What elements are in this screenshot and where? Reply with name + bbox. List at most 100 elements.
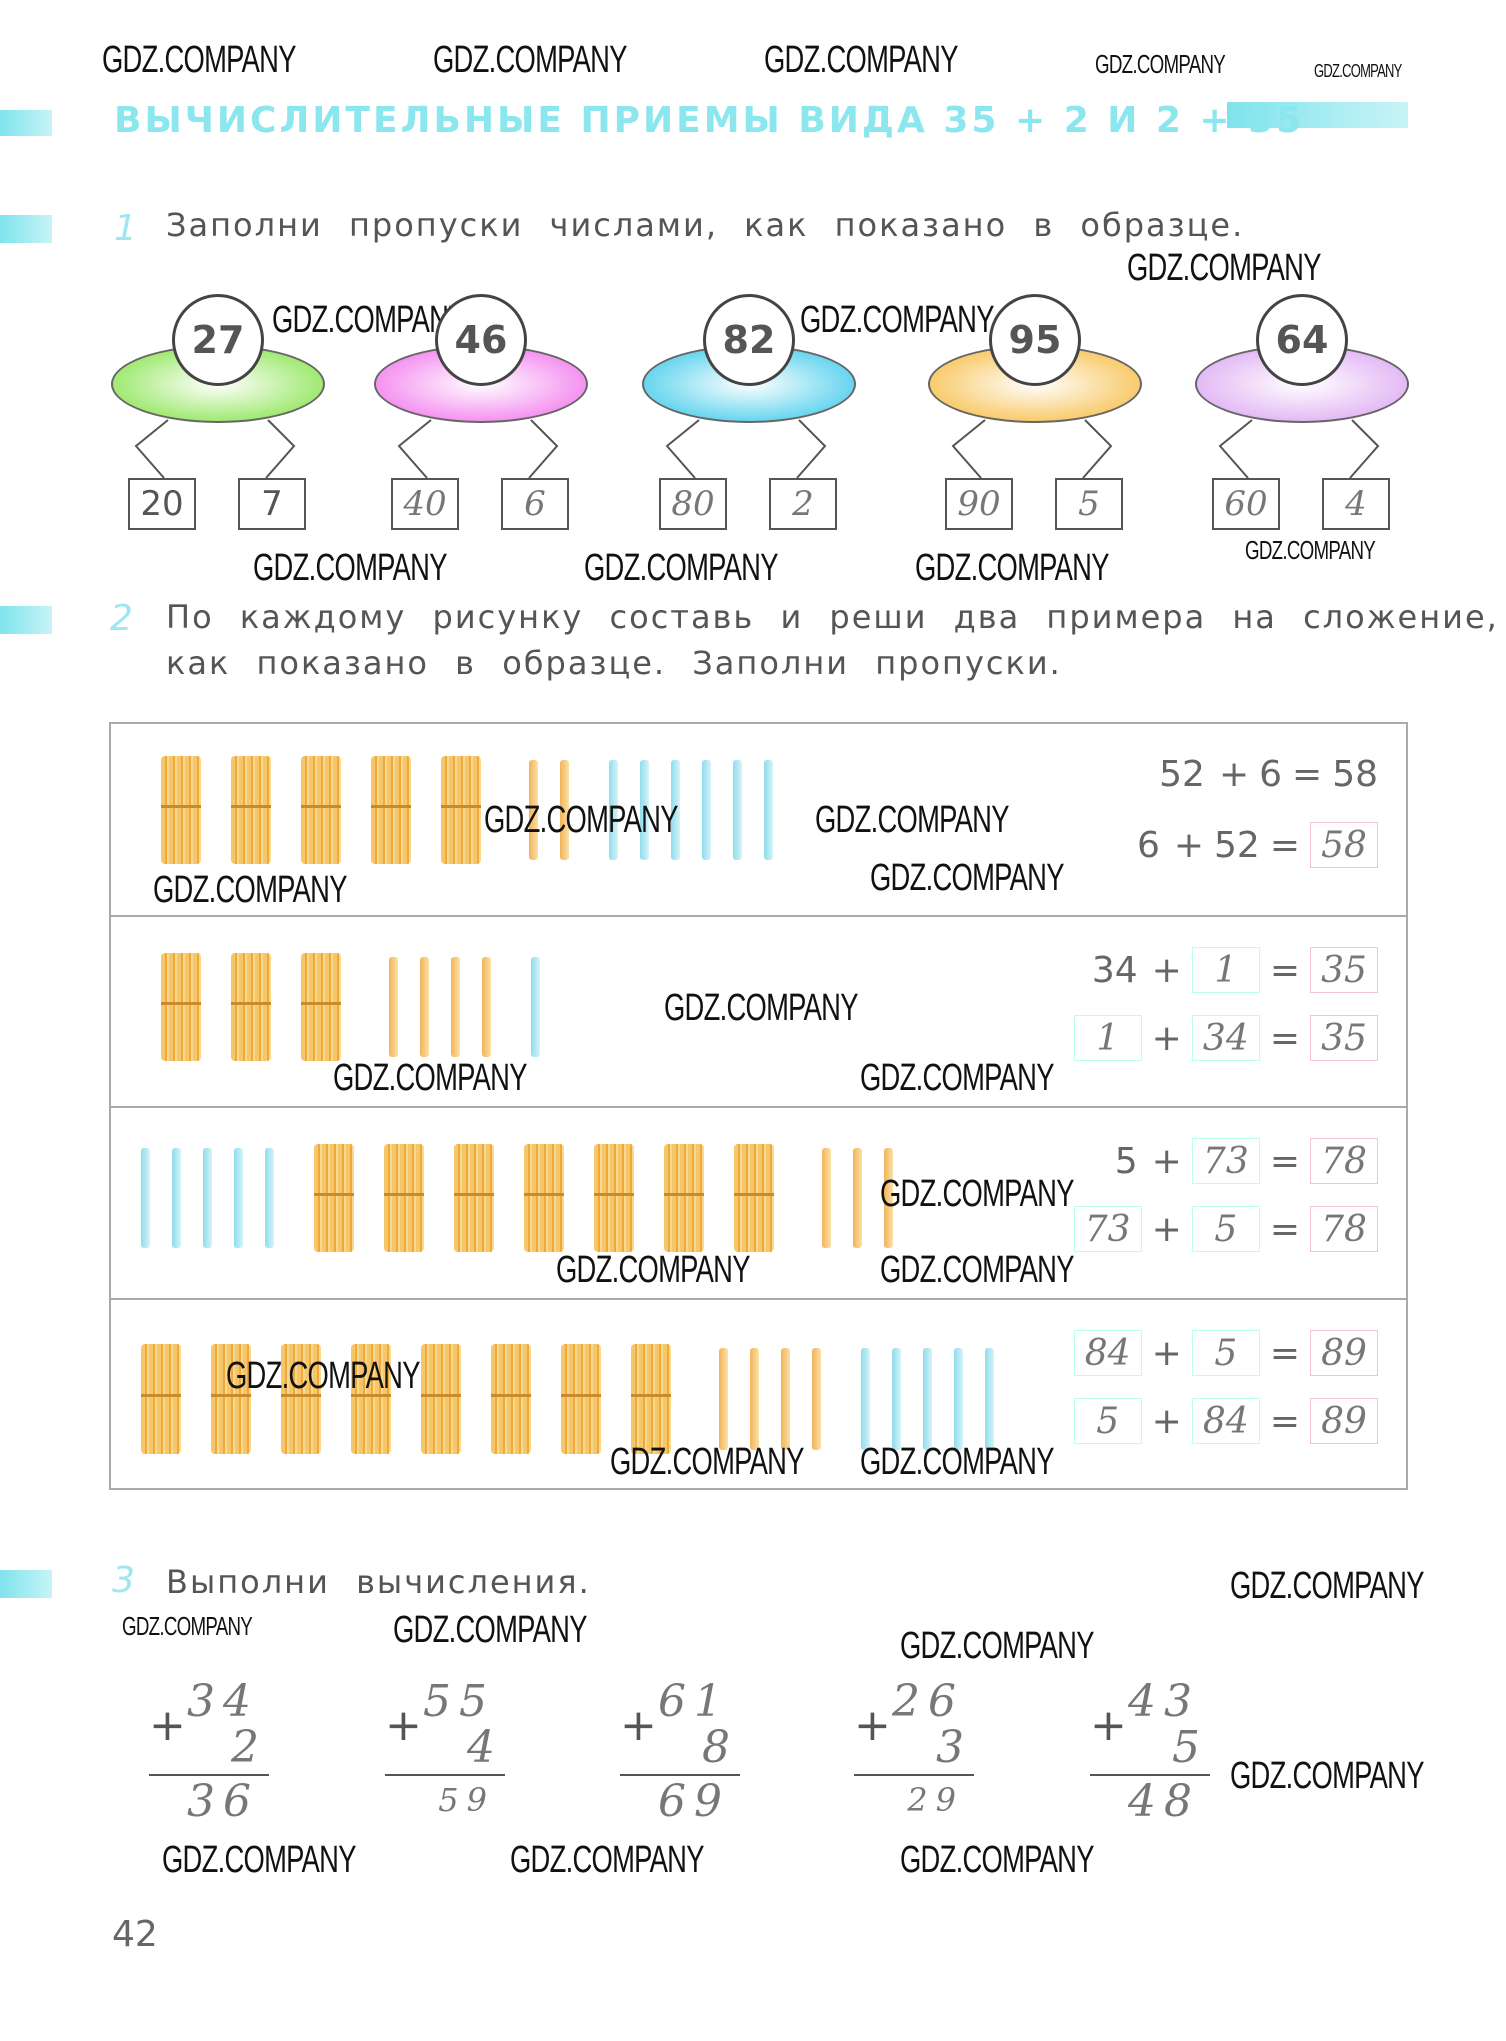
blue-stick xyxy=(141,1148,150,1248)
connector-lines xyxy=(397,419,559,479)
addend-b: 73 xyxy=(1191,1138,1260,1184)
connector-lines xyxy=(951,419,1113,479)
watermark: GDZ.COMPANY xyxy=(860,1441,1054,1483)
addend-b: 2 xyxy=(231,1722,259,1773)
orange-stick xyxy=(719,1348,728,1450)
sum: 59 xyxy=(438,1781,495,1819)
task3-marker xyxy=(0,1570,52,1598)
watermark: GDZ.COMPANY xyxy=(1127,247,1321,289)
column-sum: +55 4 59 xyxy=(385,1680,505,1826)
watermark: GDZ.COMPANY xyxy=(870,857,1064,899)
orange-stick xyxy=(822,1148,831,1248)
watermark: GDZ.COMPANY xyxy=(915,547,1109,589)
orange-stick xyxy=(812,1348,821,1450)
orange-stick xyxy=(389,957,398,1057)
stick-bundle xyxy=(441,756,481,864)
part-box: 2 xyxy=(769,478,837,530)
task1-marker xyxy=(0,215,52,243)
total-circle: 82 xyxy=(703,294,795,386)
stick-bundle xyxy=(384,1144,424,1252)
stick-bundle xyxy=(301,756,341,864)
table-row: 52 +6 = 58 6 +52 = 58 xyxy=(111,724,1406,917)
sum: 29 xyxy=(907,1781,964,1819)
blue-stick xyxy=(702,760,711,860)
stick-bundle xyxy=(161,756,201,864)
addend-b: 5 xyxy=(1191,1206,1260,1252)
addend-a: 5 xyxy=(1073,1398,1142,1444)
stick-bundle xyxy=(561,1344,601,1454)
addend-a: 84 xyxy=(1073,1330,1142,1376)
stick-bundle xyxy=(141,1344,181,1454)
orange-stick xyxy=(420,957,429,1057)
orange-stick xyxy=(482,957,491,1057)
watermark: GDZ.COMPANY xyxy=(333,1057,527,1099)
sum: 78 xyxy=(1310,1138,1378,1184)
equals-sign: = xyxy=(1269,1208,1300,1250)
addend-b: 34 xyxy=(1191,1015,1260,1061)
stick-bundle xyxy=(231,953,271,1061)
watermark: GDZ.COMPANY xyxy=(1095,49,1226,79)
addend-b: 84 xyxy=(1191,1398,1260,1444)
column-sum: +34 2 36 xyxy=(149,1680,269,1826)
sum: 35 xyxy=(1310,947,1378,993)
sum: 89 xyxy=(1310,1330,1378,1376)
task2-text-line2: как показано в образце. Заполни пропуски… xyxy=(166,644,1062,682)
watermark: GDZ.COMPANY xyxy=(484,799,678,841)
watermark: GDZ.COMPANY xyxy=(1245,535,1376,565)
sum-line xyxy=(1090,1774,1210,1776)
blue-stick xyxy=(609,760,618,860)
watermark: GDZ.COMPANY xyxy=(880,1249,1074,1291)
task3-text: Выполни вычисления. xyxy=(166,1563,591,1601)
watermark: GDZ.COMPANY xyxy=(1230,1565,1424,1607)
equation: 6 +52 = 58 xyxy=(1133,822,1378,868)
plus-sign: + xyxy=(1173,824,1205,866)
column-sum: +43 5 48 xyxy=(1090,1680,1210,1826)
plus-sign: + xyxy=(1218,754,1250,795)
task3-number: 3 xyxy=(112,1560,135,1601)
table-row: 5 +73 = 78 73 +5 = 78 xyxy=(111,1108,1406,1300)
sum: 69 xyxy=(658,1776,730,1827)
equals-sign: = xyxy=(1292,754,1323,795)
blue-stick xyxy=(265,1148,274,1248)
watermark: GDZ.COMPANY xyxy=(1314,61,1402,81)
stick-bundle xyxy=(161,953,201,1061)
watermark: GDZ.COMPANY xyxy=(122,1611,253,1641)
equals-sign: = xyxy=(1269,1400,1300,1442)
blue-stick xyxy=(531,957,540,1057)
equals-sign: = xyxy=(1269,1140,1300,1182)
task1-number: 1 xyxy=(114,208,137,249)
blue-stick xyxy=(861,1348,870,1450)
part-box: 60 xyxy=(1212,478,1280,530)
orange-stick xyxy=(781,1348,790,1450)
plus-sign: + xyxy=(1151,1400,1182,1442)
sum: 89 xyxy=(1310,1398,1378,1444)
addend-a: 5 xyxy=(1114,1140,1138,1182)
sum-line xyxy=(620,1774,740,1776)
plus-sign: + xyxy=(1151,1017,1182,1059)
stick-bundle xyxy=(371,756,411,864)
watermark: GDZ.COMPANY xyxy=(815,799,1009,841)
sum: 58 xyxy=(1332,754,1378,795)
orange-stick xyxy=(529,760,538,860)
addend-a: 61 xyxy=(658,1676,730,1727)
blue-stick xyxy=(234,1148,243,1248)
sum: 58 xyxy=(1310,822,1378,868)
sum: 36 xyxy=(187,1776,259,1827)
addend-b: 3 xyxy=(936,1722,964,1773)
task2-number: 2 xyxy=(110,598,133,639)
addend-a: 1 xyxy=(1073,1015,1142,1061)
part-box: 6 xyxy=(501,478,569,530)
connector-lines xyxy=(1218,419,1380,479)
addend-b: 8 xyxy=(702,1722,730,1773)
task2-table: 52 +6 = 58 6 +52 = 58 34 +1 = 35 1 +34 = 35 5 +73 = 78 73 +5 =… xyxy=(109,722,1408,1490)
equation: 5 +73 = 78 xyxy=(1111,1138,1378,1184)
total-circle: 95 xyxy=(989,294,1081,386)
part-box: 7 xyxy=(238,478,306,530)
column-sum: +61 8 69 xyxy=(620,1680,740,1826)
blue-stick xyxy=(172,1148,181,1248)
blue-stick xyxy=(640,760,649,860)
table-row: 84 +5 = 89 5 +84 = 89 xyxy=(111,1300,1406,1490)
watermark: GDZ.COMPANY xyxy=(102,39,296,81)
blue-stick xyxy=(671,760,680,860)
part-box: 90 xyxy=(945,478,1013,530)
